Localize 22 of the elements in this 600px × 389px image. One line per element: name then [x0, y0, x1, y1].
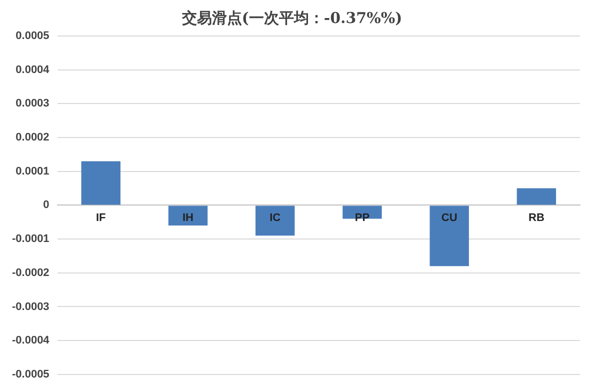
y-tick-label: 0.0005 — [16, 30, 50, 42]
x-tick-label: IC — [270, 212, 281, 224]
y-tick-label: 0.0001 — [16, 165, 50, 178]
y-tick-label: 0.0004 — [16, 64, 50, 76]
bar — [168, 206, 208, 226]
y-tick-label: -0.0001 — [12, 233, 50, 246]
bar — [255, 206, 295, 236]
y-tick-label: -0.0002 — [12, 266, 50, 279]
x-tick-label: IF — [96, 212, 106, 224]
bar — [516, 188, 556, 205]
bar — [430, 206, 469, 266]
chart-title: 交易滑点(一次平均：-0.37%%) — [180, 8, 402, 27]
y-tick-label: 0.0003 — [16, 98, 50, 110]
x-tick-label: IH — [182, 212, 194, 224]
y-tick-label: 0.0002 — [16, 132, 50, 144]
y-tick-label: -0.0003 — [12, 300, 50, 313]
y-tick-label: -0.0005 — [12, 368, 50, 380]
bar — [81, 161, 120, 205]
x-tick-label: CU — [441, 212, 458, 224]
y-tick-label: 0 — [43, 199, 50, 212]
x-tick-label: RB — [528, 212, 544, 224]
y-tick-label: -0.0004 — [12, 334, 50, 347]
